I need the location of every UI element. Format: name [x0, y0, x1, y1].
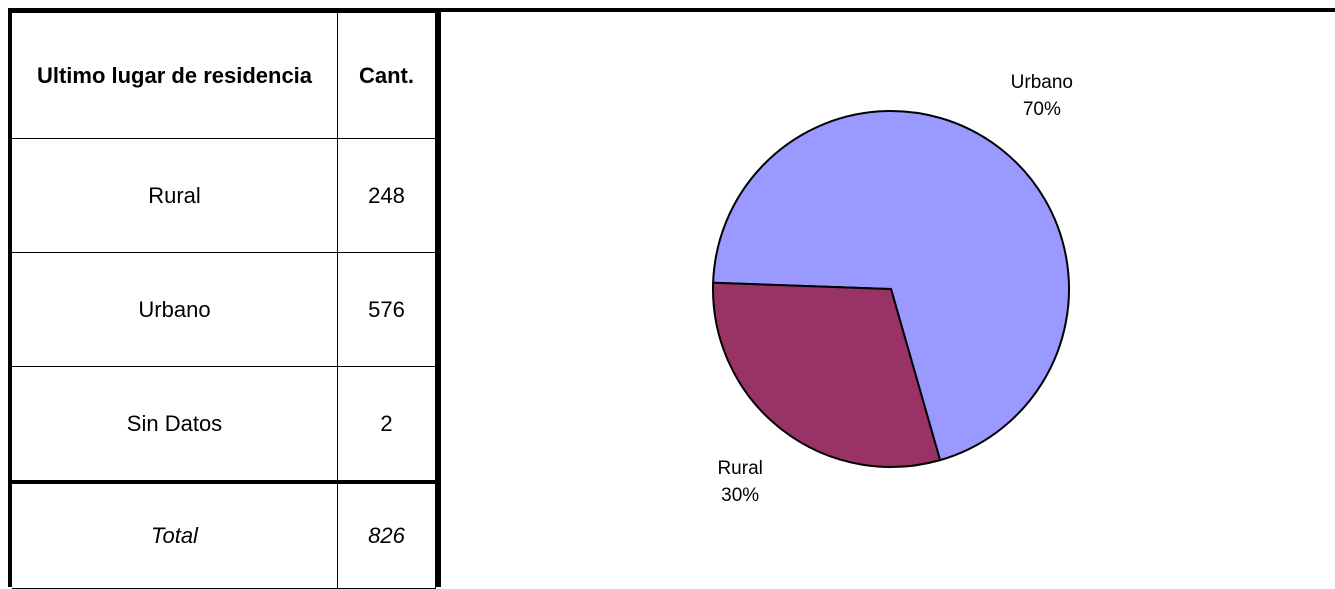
total-row: Total 826 — [12, 480, 436, 589]
pie-chart: Urbano 70% Rural 30% — [712, 72, 1073, 506]
frame-border — [436, 8, 441, 587]
cell: 826 — [337, 480, 436, 589]
row: Sin Datos 2 — [12, 366, 436, 483]
cell: 2 — [337, 366, 436, 483]
slice-label: Rural — [717, 458, 762, 479]
frame-border — [8, 8, 12, 587]
data-table: Ultimo lugar de residencia Cant. Rural 2… — [12, 12, 436, 589]
pie-slice — [712, 281, 942, 468]
cell: Urbano — [12, 252, 338, 367]
cell: 576 — [337, 252, 436, 367]
slice-value-label: 30% — [721, 485, 759, 506]
header-cell: Cant. — [337, 12, 436, 139]
slice-label: Urbano — [1011, 72, 1073, 93]
frame-border — [8, 8, 1335, 12]
pie-slice — [712, 110, 1070, 462]
header-cell: Ultimo lugar de residencia — [12, 12, 338, 139]
row: Rural 248 — [12, 138, 436, 253]
row: Urbano 576 — [12, 252, 436, 367]
cell: 248 — [337, 138, 436, 253]
cell: Sin Datos — [12, 366, 338, 483]
slice-value-label: 70% — [1023, 99, 1061, 120]
cell: Rural — [12, 138, 338, 253]
cell: Total — [12, 480, 338, 589]
header-row: Ultimo lugar de residencia Cant. — [12, 12, 436, 139]
